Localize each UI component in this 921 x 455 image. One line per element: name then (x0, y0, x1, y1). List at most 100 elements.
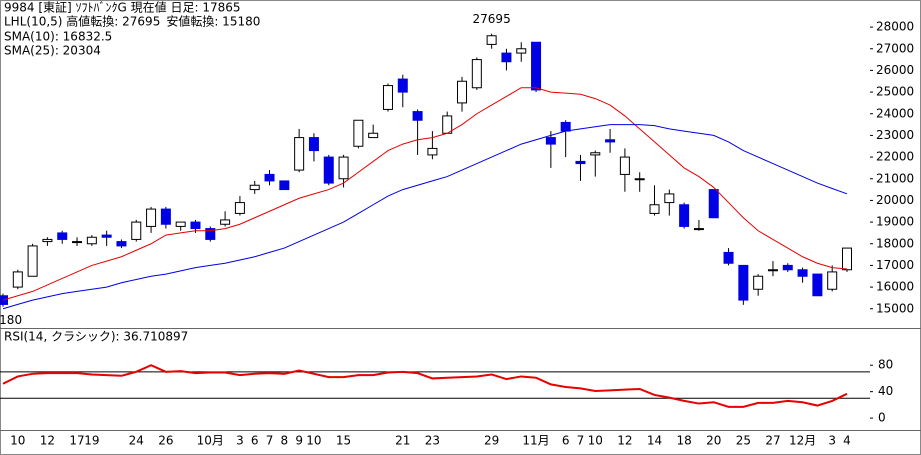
candle-body (649, 204, 660, 214)
legend-entry: SMA(10): 16832.5 (4, 30, 112, 44)
x-tick-label: 10 (588, 434, 603, 448)
y-tick-label: 25000 (876, 85, 914, 99)
candle-body (175, 221, 186, 227)
y-tick-label: 20000 (876, 193, 914, 207)
candle-body (116, 241, 127, 247)
chart-title: 9984 [東証] ｿﾌﾄﾊﾞﾝｸG 現在値 日足: 17865 (4, 0, 241, 15)
y-tick-label: 17000 (876, 258, 914, 272)
y-tick-label: 24000 (876, 106, 914, 120)
candle-body (220, 219, 231, 225)
candle-body (738, 264, 749, 301)
candle-body (531, 41, 542, 91)
candle-body (634, 178, 645, 181)
candle-body (86, 236, 97, 245)
x-tick-label: 7 (577, 434, 585, 448)
candle-body (471, 59, 482, 89)
x-tick-label: 4 (843, 434, 851, 448)
y-tick-label: 27000 (876, 41, 914, 55)
candle-body (619, 156, 630, 175)
rsi-title: RSI(14, クラシック): 36.710897 (4, 330, 188, 344)
candle-body (767, 269, 778, 272)
candle-body (294, 137, 305, 171)
candle-body (57, 232, 68, 240)
candle-body (679, 204, 690, 227)
x-tick-label: 21 (395, 434, 410, 448)
candle-body (664, 193, 675, 204)
candle-body (190, 221, 201, 230)
x-tick-label: 10月 (197, 434, 224, 448)
x-tick-label: 12 (617, 434, 632, 448)
y-tick-label: 40 (878, 384, 893, 398)
candle-body (42, 238, 53, 243)
candle-body (575, 160, 586, 165)
candle-body (264, 173, 275, 182)
x-tick-label: 3 (828, 434, 836, 448)
candle-body (323, 156, 334, 184)
x-tick-label: 11月 (522, 434, 549, 448)
candle-body (72, 241, 83, 244)
x-tick-label: 29 (484, 434, 499, 448)
candle-body (160, 208, 171, 225)
candle-body (101, 234, 112, 238)
x-tick-label: 23 (425, 434, 440, 448)
candle-body (234, 202, 245, 214)
candle-body (782, 264, 793, 271)
x-tick-label: 14 (647, 434, 662, 448)
y-tick-label: 16000 (876, 280, 914, 294)
candle-body (353, 119, 364, 147)
candle-body (27, 245, 38, 277)
sma-line (2, 124, 848, 310)
candle-body (723, 251, 734, 264)
x-tick-label: 6 (562, 434, 570, 448)
candle-body (427, 147, 438, 156)
y-tick-label: 80 (878, 358, 893, 372)
candle-body (249, 184, 260, 191)
candle-body (146, 208, 157, 227)
sma-line (2, 87, 848, 301)
y-tick-label: 15000 (876, 301, 914, 315)
x-tick-label: 15 (336, 434, 351, 448)
candle-body (545, 137, 556, 145)
candle-body (827, 271, 838, 290)
x-tick-label: 7 (266, 434, 274, 448)
candle-body (797, 269, 808, 277)
candle-body (442, 115, 453, 134)
x-tick-label: 12 (40, 434, 55, 448)
y-tick-label: 26000 (876, 63, 914, 77)
candle-body (131, 221, 142, 240)
x-tick-label: 12月 (789, 434, 816, 448)
candle-body (486, 35, 497, 45)
candle-body (516, 48, 527, 54)
x-tick-label: 27 (765, 434, 780, 448)
indicator-label: LHL(10,5) 高値転換: 27695 (4, 14, 160, 29)
candle-body (753, 275, 764, 290)
candle-body (368, 132, 379, 139)
candle-body (590, 152, 601, 156)
candle-body (397, 78, 408, 93)
x-tick-label: 8 (281, 434, 289, 448)
x-tick-label: 26 (158, 434, 173, 448)
candle-body (12, 271, 23, 288)
annotation: 27695 (473, 12, 511, 26)
candle-body (279, 180, 290, 191)
indicator-label: 安値転換: 15180 (166, 14, 260, 29)
candle-body (842, 247, 852, 271)
x-tick-label: 18 (676, 434, 691, 448)
candle-body (560, 121, 571, 132)
candle-body (205, 228, 216, 240)
y-tick-label: 22000 (876, 150, 914, 164)
x-tick-label: 9 (295, 434, 303, 448)
x-tick-label: 3 (236, 434, 244, 448)
candle-body (812, 273, 823, 297)
x-tick-label: 6 (251, 434, 259, 448)
x-tick-label: 25 (736, 434, 751, 448)
y-tick-label: 23000 (876, 128, 914, 142)
candle-body (605, 139, 616, 143)
y-tick-label: 18000 (876, 236, 914, 250)
rsi-line (2, 364, 848, 408)
candle-body (382, 85, 393, 110)
candle-body (708, 189, 719, 219)
x-tick-label: 19 (84, 434, 99, 448)
